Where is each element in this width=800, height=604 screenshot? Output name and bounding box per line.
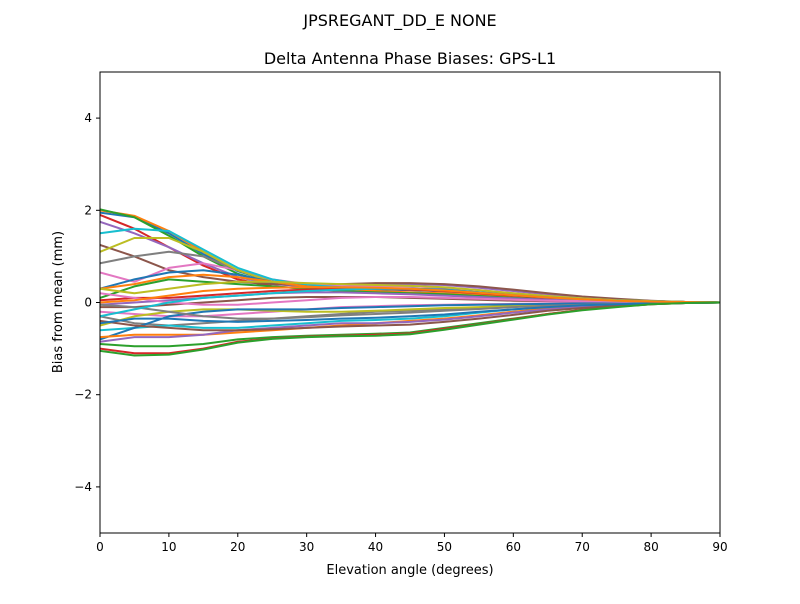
chart-title: Delta Antenna Phase Biases: GPS-L1 xyxy=(264,49,556,68)
x-tick-label: 30 xyxy=(299,540,314,554)
x-tick-label: 80 xyxy=(643,540,658,554)
x-tick-label: 50 xyxy=(437,540,452,554)
series-line-32 xyxy=(100,286,720,304)
series-line-33 xyxy=(100,301,720,357)
series-line-25 xyxy=(100,301,720,343)
y-tick-label: 0 xyxy=(84,296,92,310)
series-line-6 xyxy=(100,243,720,304)
y-tick-label: 2 xyxy=(84,203,92,217)
x-tick-label: 40 xyxy=(368,540,383,554)
x-axis-label: Elevation angle (degrees) xyxy=(326,563,493,578)
x-tick-label: 60 xyxy=(506,540,521,554)
x-tick-label: 10 xyxy=(161,540,176,554)
x-tick-label: 20 xyxy=(230,540,245,554)
plot-area xyxy=(100,208,720,357)
figure-suptitle: JPSREGANT_DD_E NONE xyxy=(302,11,496,31)
ticks: 0 10 20 30 40 50 60 70 80 90 −4 −2 0 2 4 xyxy=(74,111,727,554)
y-tick-label: −2 xyxy=(74,388,92,402)
series-line-31 xyxy=(100,301,720,325)
x-tick-label: 70 xyxy=(575,540,590,554)
x-tick-label: 0 xyxy=(96,540,104,554)
y-tick-label: −4 xyxy=(74,480,92,494)
y-axis-label: Bias from mean (mm) xyxy=(51,231,66,373)
y-tick-label: 4 xyxy=(84,111,92,125)
series-line-26 xyxy=(100,301,720,332)
x-tick-label: 90 xyxy=(712,540,727,554)
